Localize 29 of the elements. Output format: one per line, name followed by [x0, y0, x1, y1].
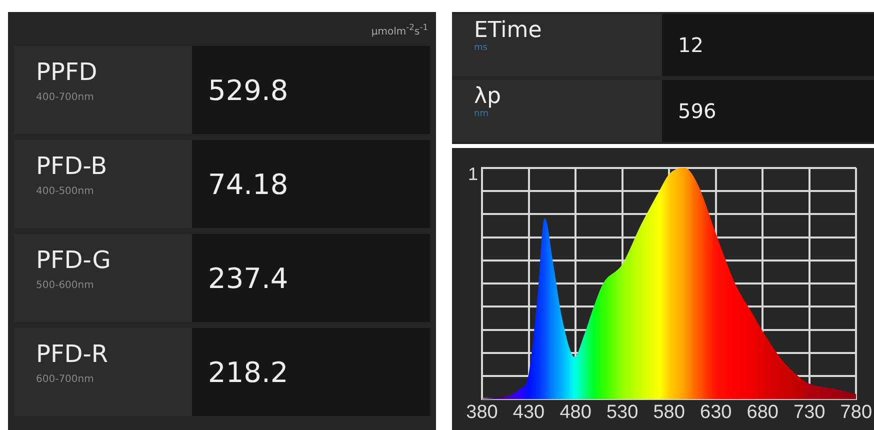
data-label: 237.4: [192, 234, 430, 322]
x-tick-label: 530: [606, 402, 638, 423]
category-label: PFD-G: [36, 246, 112, 274]
x-tick-label: 430: [512, 402, 545, 423]
text: μmolm$^{-2}$s$^{-1}$: [370, 21, 429, 40]
category-label: PFD-B: [36, 152, 108, 180]
category-label: PPFD: [36, 58, 98, 86]
data-label: 596: [662, 80, 874, 142]
text: ms: [474, 43, 488, 53]
x-tick-label: 380: [466, 402, 498, 423]
text: 400-700nm: [36, 92, 95, 103]
x-tick-label: 630: [700, 402, 732, 423]
x-tick-label: 680: [746, 402, 778, 423]
text: 1: [468, 164, 478, 184]
data-label: 74.18: [192, 140, 430, 228]
x-tick-label: 730: [794, 402, 826, 423]
x-tick-label: 580: [653, 402, 685, 423]
data-label: 529.8: [192, 46, 430, 134]
text: 500-600nm: [36, 280, 95, 291]
data-label: 12: [662, 14, 874, 76]
x-tick-label: 480: [560, 402, 592, 423]
x-tick-label: 780: [840, 402, 872, 423]
text: 600-700nm: [36, 374, 95, 385]
category-label: λp: [474, 84, 502, 109]
category-label: ETime: [474, 18, 543, 43]
category-label: PFD-R: [36, 340, 110, 368]
data-label: 218.2: [192, 328, 430, 416]
text: nm: [474, 109, 490, 119]
text: 400-500nm: [36, 186, 95, 197]
